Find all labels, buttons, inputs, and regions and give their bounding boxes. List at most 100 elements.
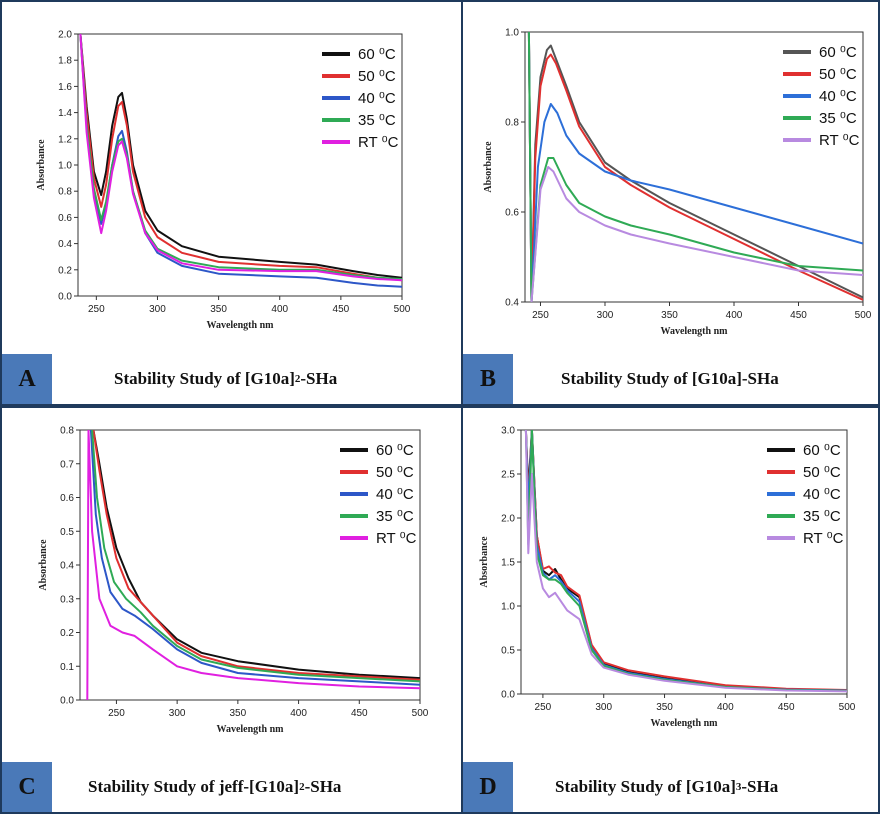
legend-label: 60 ⁰C: [819, 44, 857, 61]
series-line: [530, 166, 863, 302]
series-line: [86, 430, 420, 700]
y-tick-label: 0.0: [58, 292, 72, 303]
panel-a: 0.0 0.2 0.4 0.6 0.8 1.0 1.2 1.4 1.6 1.8 2.0 250 300 3…: [0, 0, 463, 406]
x-tick-label: 300: [169, 708, 186, 719]
legend-label: 50 ⁰C: [819, 66, 857, 83]
series-line: [79, 34, 402, 282]
panel-caption: Stability Study of [G10a]-SHa: [561, 369, 779, 388]
series-line: [524, 430, 847, 691]
x-axis-title: Wavelength nm: [217, 724, 285, 735]
y-tick-label: 1.2: [58, 134, 72, 145]
panel-b: 0.4 0.6 0.8 1.0 250 300 350 400 450 500 Absorbance…: [461, 0, 880, 406]
y-tick-label: 0.7: [60, 459, 74, 470]
legend-label: 50 ⁰C: [358, 68, 396, 85]
y-tick-label: 0.3: [60, 594, 74, 605]
chart-b: 0.4 0.6 0.8 1.0 250 300 350 400 450 500 Absorbance…: [483, 28, 872, 338]
panel-caption: Stability Study of [G10a] 2 -SHa: [114, 369, 338, 388]
x-tick-label: 400: [290, 708, 307, 719]
y-tick-label: 0.8: [58, 187, 72, 198]
series-line: [92, 430, 420, 681]
plot-frame: [520, 429, 848, 695]
y-tick-label: 0.1: [60, 662, 74, 673]
legend-label: RT ⁰C: [819, 132, 860, 149]
x-tick-label: 500: [394, 304, 411, 315]
y-axis-title: Absorbance: [483, 141, 494, 193]
y-tick-label: 0.6: [60, 493, 74, 504]
legend-label: RT ⁰C: [803, 530, 844, 547]
legend-label: 35 ⁰C: [819, 110, 857, 127]
x-tick-label: 250: [535, 702, 552, 713]
chart-c: 0.0 0.1 0.2 0.3 0.4 0.5 0.6 0.7 0.8 250 300 350 400 4…: [38, 426, 429, 736]
x-tick-label: 400: [726, 310, 743, 321]
y-tick-label: 0.4: [505, 298, 519, 309]
y-tick-label: 1.8: [58, 56, 72, 67]
x-tick-label: 350: [210, 304, 227, 315]
legend-label: 50 ⁰C: [803, 464, 841, 481]
y-tick-label: 1.0: [58, 161, 72, 172]
plot-frame: [77, 33, 403, 297]
y-tick-label: 0.4: [60, 561, 74, 572]
x-tick-label: 250: [88, 304, 105, 315]
y-tick-label: 0.6: [58, 213, 72, 224]
plot-frame: [79, 429, 421, 701]
panel-caption: Stability Study of jeff-[G10a] 2 -SHa: [88, 777, 342, 796]
y-tick-label: 0.5: [501, 646, 515, 657]
x-tick-label: 250: [532, 310, 549, 321]
series-line: [524, 430, 847, 692]
chart-d: 0.0 0.5 1.0 1.5 2.0 2.5 3.0 250 300 350 400 450 500 A…: [479, 426, 856, 730]
y-tick-label: 2.0: [58, 30, 72, 41]
y-tick-label: 1.6: [58, 82, 72, 93]
y-axis-title: Absorbance: [479, 536, 490, 588]
y-tick-label: 0.5: [60, 527, 74, 538]
series-line: [79, 34, 402, 282]
series-line: [524, 430, 847, 693]
series-line: [89, 430, 420, 686]
legend-label: 40 ⁰C: [803, 486, 841, 503]
legend-label: 60 ⁰C: [803, 442, 841, 459]
panel-d: 0.0 0.5 1.0 1.5 2.0 2.5 3.0 250 300 350 400 450 500 A…: [461, 406, 880, 814]
series-line: [527, 32, 863, 302]
legend-label: 60 ⁰C: [376, 442, 414, 459]
x-tick-label: 400: [271, 304, 288, 315]
series-line: [527, 32, 863, 302]
y-tick-label: 2.5: [501, 470, 515, 481]
y-tick-label: 0.6: [505, 208, 519, 219]
y-tick-label: 0.4: [58, 239, 72, 250]
legend-label: 50 ⁰C: [376, 464, 414, 481]
x-tick-label: 500: [839, 702, 856, 713]
legend-label: 40 ⁰C: [819, 88, 857, 105]
series-line: [524, 430, 847, 692]
legend-label: 35 ⁰C: [376, 508, 414, 525]
x-tick-label: 450: [351, 708, 368, 719]
legend-label: 40 ⁰C: [376, 486, 414, 503]
y-tick-label: 0.8: [60, 426, 74, 437]
x-axis-title: Wavelength nm: [207, 320, 275, 331]
x-tick-label: 400: [717, 702, 734, 713]
x-tick-label: 350: [230, 708, 247, 719]
y-tick-label: 1.4: [58, 108, 72, 119]
y-axis-title: Absorbance: [36, 139, 47, 191]
panel-letter: A: [2, 354, 52, 404]
y-tick-label: 0.8: [505, 118, 519, 129]
x-tick-label: 300: [597, 310, 614, 321]
plot-frame: [524, 31, 864, 303]
series-line: [527, 32, 863, 302]
panel-letter: B: [463, 354, 513, 404]
y-tick-label: 0.2: [58, 265, 72, 276]
y-tick-label: 0.0: [60, 696, 74, 707]
series-line: [91, 430, 420, 683]
y-tick-label: 3.0: [501, 426, 515, 437]
x-tick-label: 300: [595, 702, 612, 713]
legend-label: RT ⁰C: [358, 134, 399, 151]
panel-letter: D: [463, 762, 513, 812]
series-line: [527, 32, 863, 302]
y-axis-title: Absorbance: [38, 539, 49, 591]
x-tick-label: 450: [790, 310, 807, 321]
legend-label: 35 ⁰C: [358, 112, 396, 129]
panel-letter: C: [2, 762, 52, 812]
panel-caption: Stability Study of [G10a] 3 -SHa: [555, 777, 779, 796]
legend-label: RT ⁰C: [376, 530, 417, 547]
legend-label: 60 ⁰C: [358, 46, 396, 63]
x-tick-label: 350: [656, 702, 673, 713]
legend-label: 40 ⁰C: [358, 90, 396, 107]
